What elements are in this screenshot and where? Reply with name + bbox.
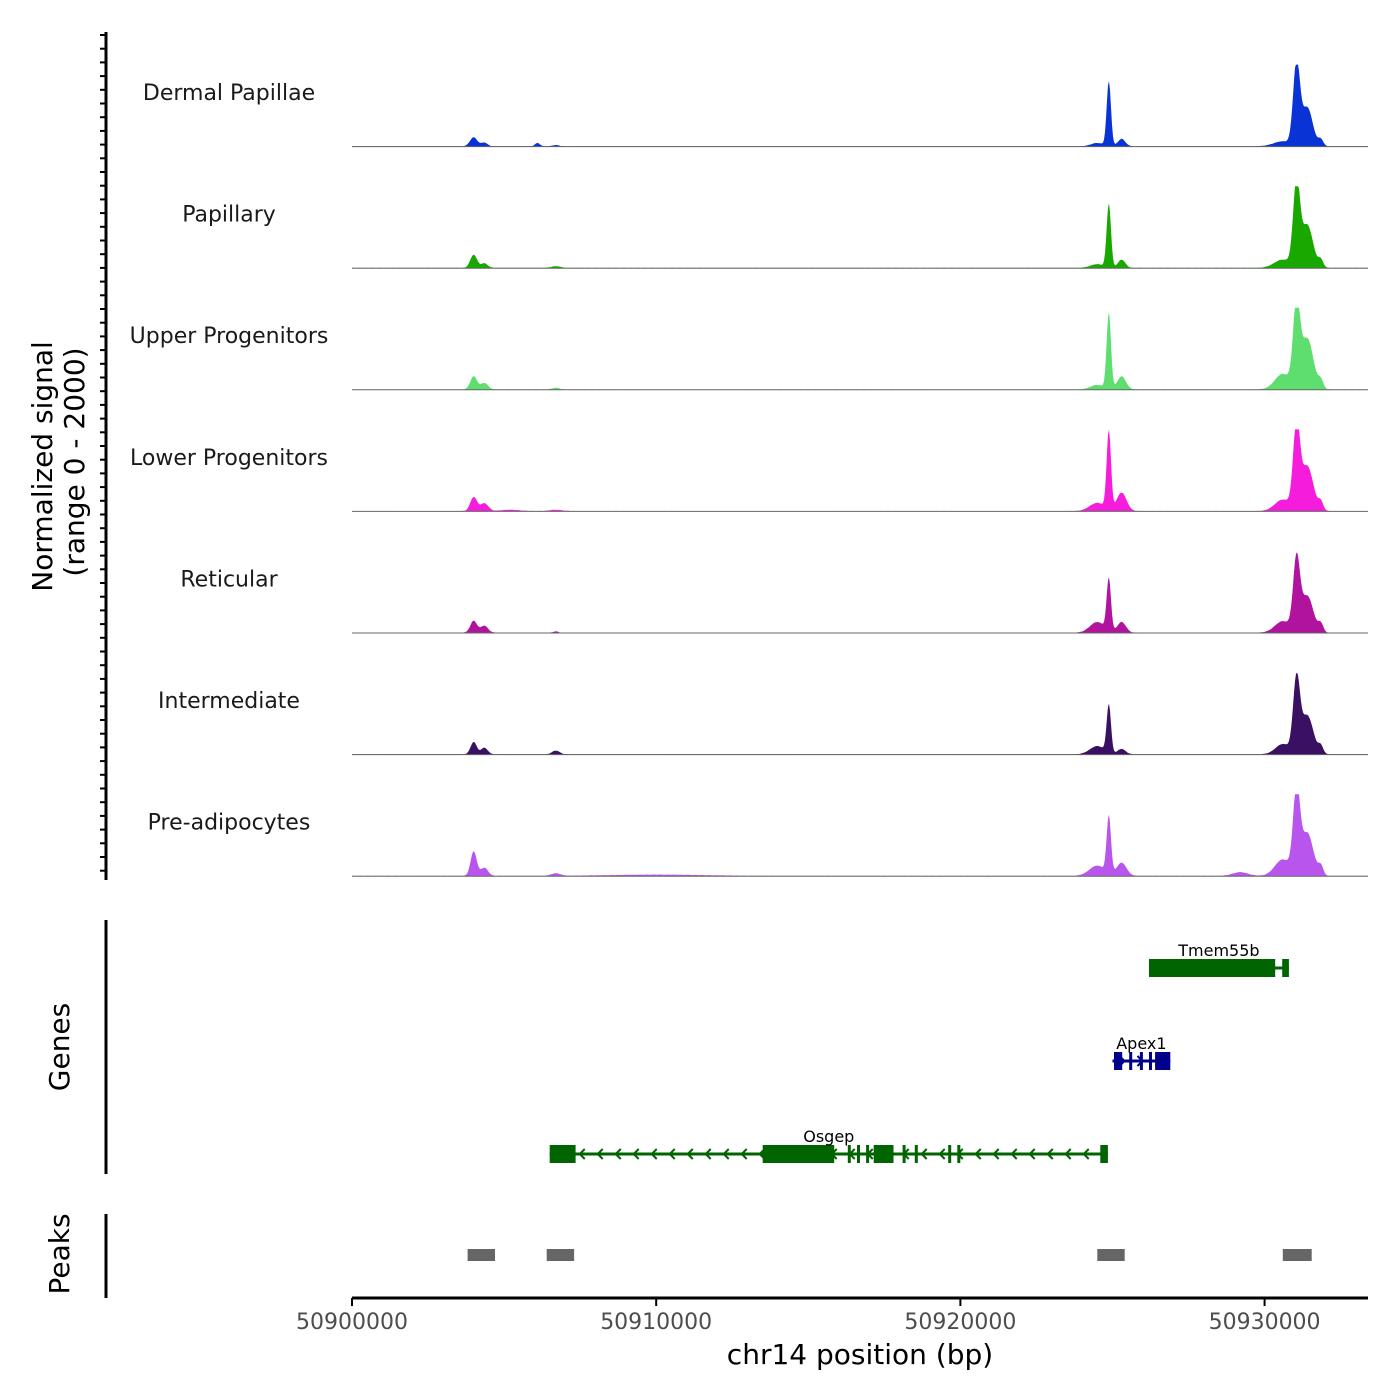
track-reticular: Reticular	[180, 552, 1368, 634]
track-label: Dermal Papillae	[143, 81, 315, 106]
exon	[948, 1145, 952, 1163]
peak-region	[1097, 1249, 1125, 1261]
track-papillary: Papillary	[182, 186, 1368, 269]
strand-arrow	[614, 1148, 622, 1160]
strand-arrow	[920, 1148, 928, 1160]
gene-label: Apex1	[1116, 1034, 1166, 1053]
exon	[866, 1145, 870, 1163]
peaks-axis-title: Peaks	[43, 1213, 76, 1294]
gene-osgep: Osgep	[549, 1127, 1108, 1163]
signal-y-axis	[100, 32, 108, 880]
x-tick-label: 50900000	[296, 1310, 408, 1335]
exon	[873, 1145, 894, 1163]
track-label: Pre-adipocytes	[148, 811, 311, 836]
signal-area	[352, 552, 1368, 633]
strand-arrow	[632, 1148, 640, 1160]
x-axis: 50900000 50910000 50920000 50930000	[296, 1296, 1368, 1335]
x-axis-title: chr14 position (bp)	[727, 1338, 993, 1371]
exon	[1149, 1052, 1152, 1070]
y-axis-title: Normalized signal (range 0 - 2000)	[26, 332, 91, 591]
exon	[1149, 959, 1276, 977]
strand-arrow	[1082, 1148, 1090, 1160]
track-label: Reticular	[180, 567, 278, 592]
signal-area	[352, 429, 1368, 512]
y-axis-title-line1: Normalized signal	[26, 341, 59, 592]
strand-arrow	[722, 1148, 730, 1160]
strand-arrow	[650, 1148, 658, 1160]
strand-arrow	[596, 1148, 604, 1160]
track-lower-progenitors: Lower Progenitors	[130, 429, 1368, 512]
strand-arrow	[992, 1148, 1000, 1160]
exon	[549, 1145, 576, 1163]
exon	[1155, 1052, 1171, 1070]
exon	[914, 1145, 918, 1163]
exon	[847, 1145, 851, 1163]
peak-region	[1282, 1249, 1312, 1261]
genes-axis-title: Genes	[43, 1003, 76, 1091]
strand-arrow	[1064, 1148, 1072, 1160]
gene-annotation-track: Tmem55b Apex1 Osgep	[549, 941, 1289, 1163]
exon	[1114, 1052, 1123, 1070]
y-axis-title-line2: (range 0 - 2000)	[58, 347, 91, 576]
strand-arrow	[740, 1148, 748, 1160]
exon	[762, 1145, 835, 1163]
peak-region	[467, 1249, 495, 1261]
peaks-track	[467, 1249, 1312, 1261]
strand-arrow	[1046, 1148, 1054, 1160]
exon	[1100, 1145, 1108, 1163]
gene-label: Tmem55b	[1177, 941, 1259, 960]
gene-label: Osgep	[803, 1127, 854, 1146]
peak-region	[546, 1249, 575, 1261]
strand-arrow	[704, 1148, 712, 1160]
strand-arrow	[578, 1148, 586, 1160]
track-pre-adipocytes: Pre-adipocytes	[148, 794, 1368, 877]
strand-arrow	[1010, 1148, 1018, 1160]
signal-area	[352, 672, 1368, 755]
strand-arrow	[668, 1148, 676, 1160]
strand-arrow	[686, 1148, 694, 1160]
x-tick-label: 50930000	[1209, 1310, 1321, 1335]
gene-apex1: Apex1	[1112, 1034, 1171, 1070]
track-label: Upper Progenitors	[130, 324, 329, 349]
signal-area	[352, 794, 1368, 877]
exon	[857, 1145, 860, 1163]
exon	[902, 1145, 906, 1163]
track-dermal-papillae: Dermal Papillae	[143, 64, 1368, 148]
track-intermediate: Intermediate	[158, 672, 1368, 756]
strand-arrow	[938, 1148, 946, 1160]
exon	[1139, 1052, 1143, 1070]
exon	[957, 1145, 961, 1163]
x-tick-label: 50920000	[904, 1310, 1016, 1335]
track-label: Papillary	[182, 203, 276, 228]
track-label: Lower Progenitors	[130, 446, 328, 471]
strand-arrow	[974, 1148, 982, 1160]
track-label: Intermediate	[158, 689, 300, 714]
signal-area	[352, 307, 1368, 390]
strand-arrow	[1028, 1148, 1036, 1160]
signal-area	[352, 64, 1368, 147]
gene-tmem55b: Tmem55b	[1148, 941, 1289, 977]
exon	[1129, 1052, 1133, 1070]
signal-area	[352, 186, 1368, 269]
x-tick-label: 50910000	[600, 1310, 712, 1335]
exon	[1282, 959, 1289, 977]
track-upper-progenitors: Upper Progenitors	[130, 307, 1368, 391]
coverage-tracks: Dermal Papillae Papillary Upper Progenitor…	[130, 64, 1368, 877]
